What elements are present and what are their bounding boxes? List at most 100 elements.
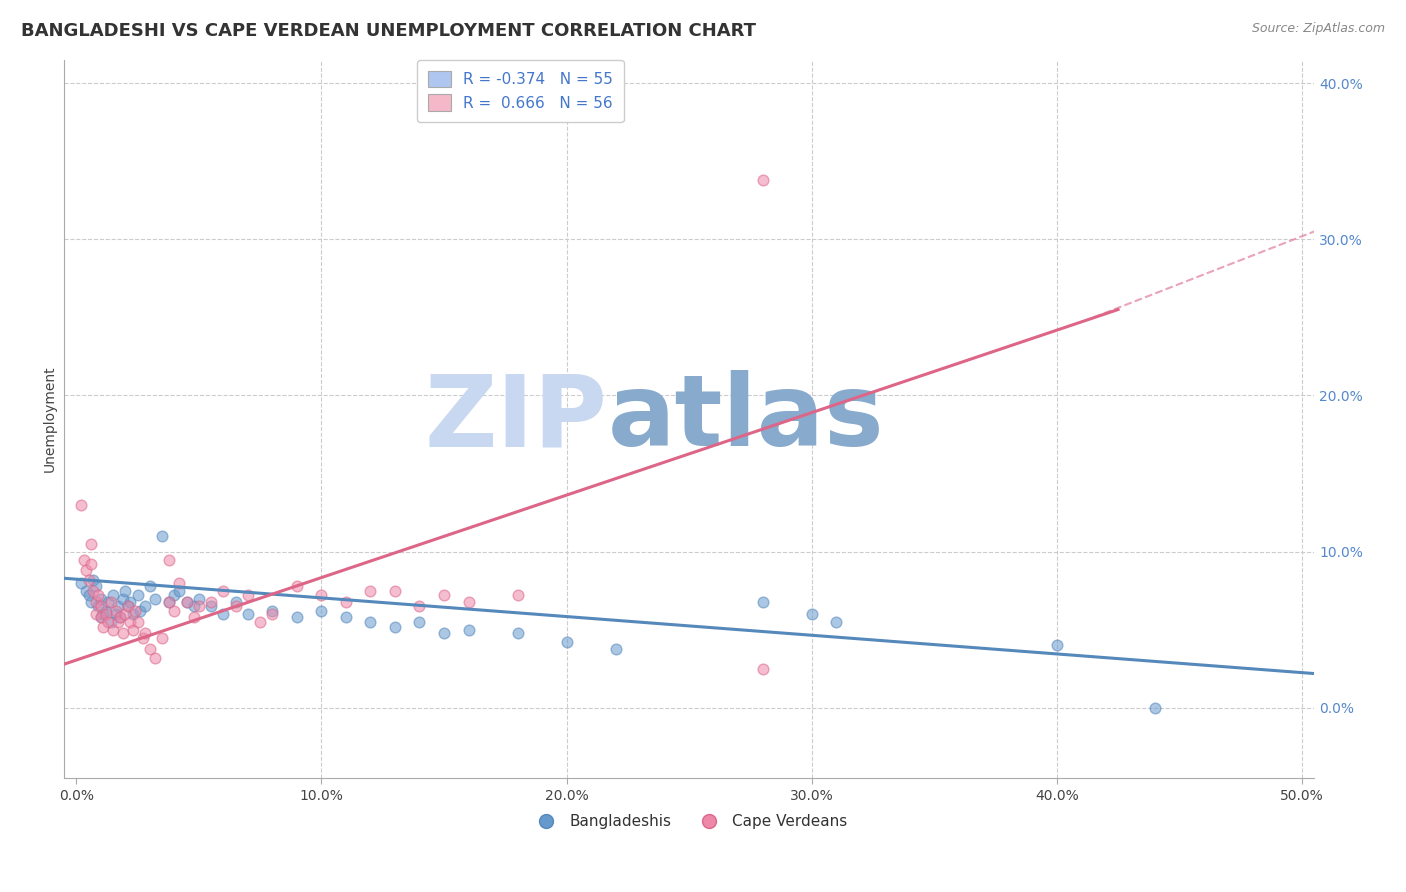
Point	[163, 604, 186, 618]
Point	[90, 599, 112, 614]
Point	[159, 552, 181, 566]
Y-axis label: Unemployment: Unemployment	[44, 366, 58, 472]
Point	[408, 615, 430, 629]
Point	[84, 595, 107, 609]
Point	[433, 589, 456, 603]
Point	[150, 529, 173, 543]
Point	[70, 576, 93, 591]
Point	[169, 576, 191, 591]
Point	[75, 583, 97, 598]
Point	[335, 610, 357, 624]
Point	[94, 607, 117, 622]
Point	[80, 537, 103, 551]
Point	[384, 583, 406, 598]
Point	[285, 579, 308, 593]
Point	[91, 607, 114, 622]
Point	[236, 607, 259, 622]
Point	[120, 615, 142, 629]
Point	[800, 607, 823, 622]
Point	[104, 607, 127, 622]
Point	[200, 595, 222, 609]
Point	[1143, 701, 1166, 715]
Legend: Bangladeshis, Cape Verdeans: Bangladeshis, Cape Verdeans	[524, 808, 853, 835]
Point	[825, 615, 848, 629]
Point	[111, 591, 134, 606]
Point	[262, 604, 284, 618]
Point	[139, 579, 162, 593]
Point	[212, 607, 235, 622]
Point	[384, 620, 406, 634]
Point	[200, 599, 222, 614]
Point	[359, 615, 381, 629]
Point	[236, 589, 259, 603]
Point	[80, 558, 103, 572]
Point	[751, 595, 773, 609]
Point	[751, 173, 773, 187]
Point	[80, 595, 103, 609]
Point	[127, 589, 149, 603]
Point	[457, 623, 479, 637]
Point	[159, 595, 181, 609]
Point	[143, 651, 166, 665]
Point	[169, 583, 191, 598]
Point	[117, 599, 139, 614]
Point	[87, 599, 110, 614]
Point	[183, 610, 205, 624]
Point	[176, 595, 198, 609]
Point	[183, 599, 205, 614]
Point	[90, 610, 112, 624]
Point	[100, 615, 122, 629]
Point	[751, 662, 773, 676]
Point	[82, 573, 104, 587]
Text: BANGLADESHI VS CAPE VERDEAN UNEMPLOYMENT CORRELATION CHART: BANGLADESHI VS CAPE VERDEAN UNEMPLOYMENT…	[21, 22, 756, 40]
Point	[90, 610, 112, 624]
Point	[94, 604, 117, 618]
Text: Source: ZipAtlas.com: Source: ZipAtlas.com	[1251, 22, 1385, 36]
Point	[249, 615, 271, 629]
Point	[555, 635, 578, 649]
Point	[84, 607, 107, 622]
Point	[433, 626, 456, 640]
Point	[311, 604, 333, 618]
Point	[75, 564, 97, 578]
Text: ZIP: ZIP	[425, 370, 607, 467]
Point	[457, 595, 479, 609]
Point	[187, 599, 209, 614]
Point	[506, 589, 529, 603]
Point	[77, 589, 100, 603]
Point	[159, 595, 181, 609]
Point	[163, 589, 186, 603]
Point	[150, 631, 173, 645]
Point	[176, 595, 198, 609]
Point	[101, 623, 124, 637]
Point	[82, 583, 104, 598]
Point	[114, 607, 136, 622]
Point	[107, 615, 129, 629]
Point	[97, 595, 120, 609]
Point	[285, 610, 308, 624]
Point	[97, 615, 120, 629]
Point	[70, 498, 93, 512]
Point	[506, 626, 529, 640]
Point	[90, 591, 112, 606]
Point	[131, 631, 153, 645]
Point	[114, 583, 136, 598]
Point	[129, 604, 152, 618]
Point	[110, 610, 132, 624]
Point	[359, 583, 381, 598]
Point	[335, 595, 357, 609]
Point	[143, 591, 166, 606]
Point	[127, 615, 149, 629]
Point	[91, 620, 114, 634]
Point	[104, 604, 127, 618]
Point	[1046, 639, 1069, 653]
Point	[139, 641, 162, 656]
Point	[408, 599, 430, 614]
Point	[134, 599, 156, 614]
Point	[212, 583, 235, 598]
Point	[117, 599, 139, 614]
Point	[111, 626, 134, 640]
Point	[605, 641, 627, 656]
Point	[225, 595, 247, 609]
Point	[121, 607, 143, 622]
